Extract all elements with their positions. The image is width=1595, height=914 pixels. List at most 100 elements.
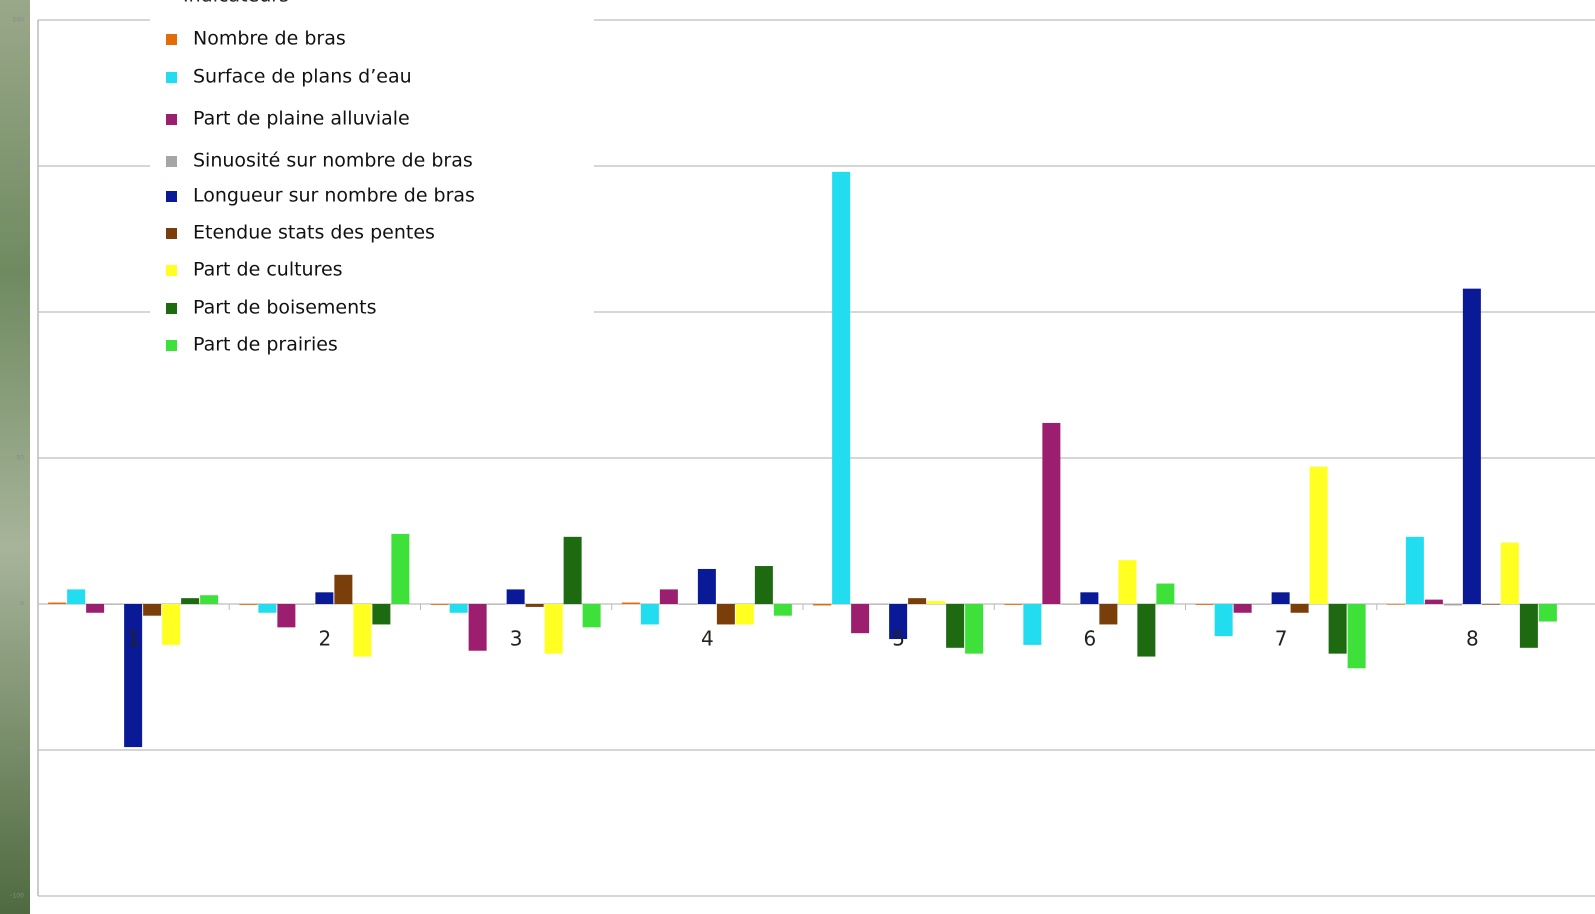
bar [239, 604, 258, 605]
legend-label: Part de cultures [193, 259, 343, 281]
bar [1233, 604, 1252, 613]
bar [124, 604, 143, 748]
bar [640, 604, 659, 625]
bar [1042, 422, 1061, 604]
bar [1424, 599, 1443, 604]
bar [391, 533, 410, 604]
bar [1118, 560, 1137, 604]
bar [773, 604, 792, 616]
bar [659, 589, 678, 604]
bar [1309, 466, 1328, 604]
bar [430, 604, 449, 605]
bar [1386, 604, 1405, 605]
legend-swatch [166, 72, 177, 83]
x-tick-label: 4 [701, 627, 714, 651]
bar [1328, 604, 1347, 654]
bar [1481, 604, 1500, 605]
legend-label: Longueur sur nombre de bras [193, 185, 475, 207]
bar [525, 604, 544, 607]
x-tick-label: 5 [892, 627, 905, 651]
bar [181, 598, 200, 604]
bar [1347, 604, 1366, 669]
legend-swatch [166, 265, 177, 276]
bar [754, 566, 773, 604]
bar [1271, 592, 1290, 604]
bar [1195, 604, 1214, 605]
bar [582, 604, 601, 628]
legend-swatch [166, 34, 177, 45]
bar [105, 604, 124, 605]
y-tick-label: -50 [14, 747, 24, 754]
bar [927, 601, 946, 604]
bar [468, 604, 487, 651]
bar [1214, 604, 1233, 637]
bar [353, 604, 372, 657]
legend-swatch [166, 303, 177, 314]
bar [1023, 604, 1042, 645]
x-tick-label: 7 [1275, 627, 1288, 651]
bar [621, 602, 640, 604]
bar [334, 574, 353, 604]
x-tick-label: 8 [1466, 627, 1479, 651]
x-tick-label: 2 [319, 627, 332, 651]
bar [1462, 288, 1481, 604]
background-photo-strip [0, 0, 30, 914]
x-tick-label: 1 [127, 627, 140, 651]
bar [1004, 604, 1023, 605]
bar [143, 604, 162, 616]
bar [296, 604, 315, 605]
bar [813, 604, 832, 606]
legend-label: Part de boisements [193, 297, 376, 319]
bar [67, 589, 86, 604]
bar [678, 604, 697, 605]
x-tick-label: 3 [510, 627, 523, 651]
bar [965, 604, 984, 654]
y-tick-label: -100 [10, 893, 24, 900]
bar [563, 536, 582, 604]
bar [1500, 542, 1519, 604]
bar [506, 589, 525, 604]
legend-label: Sinuosité sur nombre de bras [193, 150, 473, 172]
bar [1156, 583, 1175, 604]
bar [277, 604, 296, 628]
bar [1443, 604, 1462, 606]
bar [1405, 536, 1424, 604]
y-tick-label: 0 [20, 601, 24, 608]
legend-swatch [166, 228, 177, 239]
y-tick-label: 50 [16, 455, 24, 462]
y-tick-label: 150 [13, 163, 25, 170]
bar [449, 604, 468, 613]
legend-swatch [166, 114, 177, 125]
bar [1519, 604, 1538, 648]
bar [870, 604, 889, 605]
bar [200, 595, 219, 604]
bar [1538, 604, 1557, 622]
bar [946, 604, 965, 648]
bar [1061, 604, 1080, 605]
legend-label: Surface de plans d’eau [193, 66, 412, 88]
legend-swatch [166, 156, 177, 167]
y-tick-label: 100 [13, 309, 25, 316]
bar [889, 604, 908, 640]
bar [1137, 604, 1156, 657]
bar [1252, 604, 1271, 605]
legend-swatch [166, 340, 177, 351]
bar [162, 604, 181, 645]
legend-title: Indicateurs [183, 0, 289, 7]
bar [697, 568, 716, 604]
bar [735, 604, 754, 625]
bar [1080, 592, 1099, 604]
legend-label: Part de plaine alluviale [193, 108, 410, 130]
bar [86, 604, 105, 613]
bar [1290, 604, 1309, 613]
bar [851, 604, 870, 634]
legend-swatch [166, 191, 177, 202]
bar [908, 598, 927, 604]
bar [544, 604, 563, 654]
bar [258, 604, 277, 613]
bar [372, 604, 391, 625]
x-tick-label: 6 [1084, 627, 1097, 651]
bar [487, 604, 506, 605]
